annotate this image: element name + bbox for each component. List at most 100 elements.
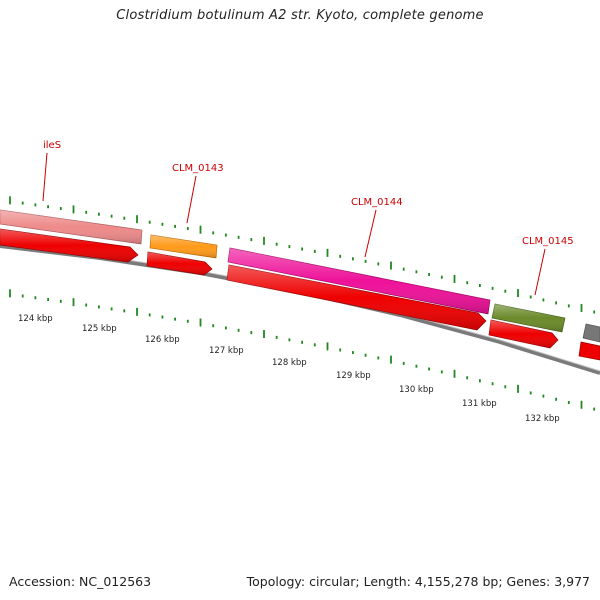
scale-tick-minor	[542, 394, 545, 398]
scale-label-127: 127 kbp	[209, 346, 244, 356]
scale-tick-minor	[567, 401, 570, 405]
upper-tick-minor	[110, 214, 113, 218]
upper-tick-minor	[301, 247, 303, 251]
upper-tick-row	[9, 196, 596, 314]
gene-label-CLM_0143[interactable]: CLM_0143	[172, 163, 224, 174]
upper-tick-minor	[34, 203, 37, 207]
upper-tick-minor	[377, 262, 380, 266]
scale-tick-minor	[275, 335, 278, 339]
scale-tick-minor	[21, 294, 24, 298]
upper-tick-minor	[555, 301, 557, 305]
upper-tick-minor	[339, 254, 342, 258]
upper-tick-minor	[59, 207, 62, 211]
scale-tick-minor	[440, 370, 443, 374]
scale-tick-minor	[212, 324, 215, 328]
scale-tick-major	[580, 400, 583, 409]
upper-tick-major	[453, 274, 456, 283]
scale-tick-minor	[339, 348, 342, 352]
scale-tick-minor	[98, 305, 100, 309]
scale-label-126: 126 kbp	[145, 335, 180, 345]
leader-line-CLM_0143	[186, 175, 197, 224]
upper-tick-minor	[186, 227, 189, 231]
scale-tick-minor	[237, 328, 240, 332]
scale-tick-minor	[59, 299, 62, 303]
cds-arrow-5[interactable]	[578, 341, 600, 361]
upper-tick-minor	[428, 272, 430, 276]
scale-tick-minor	[110, 307, 113, 311]
upper-tick-minor	[237, 235, 240, 239]
scale-label-132: 132 kbp	[525, 414, 560, 424]
upper-tick-major	[326, 248, 329, 257]
upper-tick-minor	[402, 267, 405, 271]
scale-tick-minor	[428, 367, 430, 371]
upper-tick-major	[199, 225, 202, 234]
map-title: Clostridium botulinum A2 str. Kyoto, com…	[116, 8, 484, 23]
scale-tick-major	[517, 384, 519, 393]
scale-tick-minor	[148, 313, 151, 317]
gene-feature-unnamed[interactable]	[582, 323, 600, 343]
upper-tick-major	[72, 205, 75, 214]
scale-tick-minor	[34, 296, 37, 300]
leader-line-CLM_0144	[364, 209, 377, 258]
scale-tick-minor	[47, 298, 49, 302]
scale-tick-minor	[415, 364, 418, 368]
gene-feature-CLM_0145[interactable]	[491, 303, 566, 333]
upper-tick-minor	[21, 201, 24, 205]
upper-tick-minor	[288, 245, 291, 249]
upper-tick-minor	[313, 249, 316, 253]
cds-arrow-3[interactable]	[226, 264, 487, 331]
scale-tick-minor	[186, 319, 189, 323]
cds-arrow-4[interactable]	[488, 319, 559, 349]
upper-tick-minor	[440, 275, 443, 279]
scale-label-124: 124 kbp	[18, 314, 53, 324]
scale-tick-minor	[402, 361, 405, 365]
upper-tick-minor	[542, 298, 545, 302]
scale-tick-minor	[85, 303, 88, 307]
scale-tick-minor	[491, 382, 494, 386]
upper-tick-minor	[161, 222, 164, 226]
gene-feature-CLM_0143[interactable]	[149, 234, 218, 259]
gene-label-ileS[interactable]: ileS	[43, 140, 61, 151]
scale-tick-minor	[529, 391, 532, 395]
scale-tick-minor	[364, 353, 367, 357]
upper-tick-minor	[364, 259, 367, 263]
accession-text: Accession: NC_012563	[9, 574, 152, 589]
scale-tick-major	[136, 307, 138, 316]
scale-tick-minor	[377, 356, 380, 360]
upper-tick-minor	[415, 270, 418, 274]
scale-tick-major	[199, 318, 202, 327]
upper-tick-major	[136, 215, 138, 224]
scale-label-131: 131 kbp	[462, 399, 497, 409]
scale-label-125: 125 kbp	[82, 324, 117, 334]
scale-label-130: 130 kbp	[399, 385, 434, 395]
upper-tick-minor	[529, 295, 532, 299]
upper-tick-major	[390, 261, 392, 270]
scale-label-128: 128 kbp	[272, 358, 307, 368]
scale-tick-minor	[466, 376, 469, 380]
cds-arrow-2[interactable]	[146, 251, 213, 276]
scale-tick-row	[9, 289, 596, 411]
upper-tick-major	[9, 196, 11, 205]
gene-feature-CLM_0144[interactable]	[227, 247, 491, 315]
upper-tick-minor	[225, 233, 227, 237]
upper-tick-minor	[567, 304, 570, 308]
topology-summary: Topology: circular; Length: 4,155,278 bp…	[246, 574, 590, 589]
scale-tick-minor	[161, 315, 164, 319]
upper-tick-minor	[479, 284, 481, 288]
gene-feature-ileS[interactable]	[0, 209, 143, 245]
scale-tick-major	[453, 369, 456, 378]
scale-tick-major	[72, 298, 75, 307]
scale-tick-major	[263, 329, 265, 338]
cds-arrow-1[interactable]	[0, 228, 139, 263]
upper-tick-minor	[250, 238, 253, 242]
gene-label-CLM_0144[interactable]: CLM_0144	[351, 197, 403, 208]
upper-tick-minor	[148, 220, 151, 224]
upper-tick-major	[580, 303, 583, 312]
gene-label-CLM_0145[interactable]: CLM_0145	[522, 236, 574, 247]
upper-tick-minor	[491, 286, 494, 290]
scale-tick-minor	[174, 317, 176, 321]
upper-tick-minor	[593, 310, 596, 314]
leader-line-ileS	[42, 152, 48, 202]
upper-tick-major	[517, 289, 519, 298]
